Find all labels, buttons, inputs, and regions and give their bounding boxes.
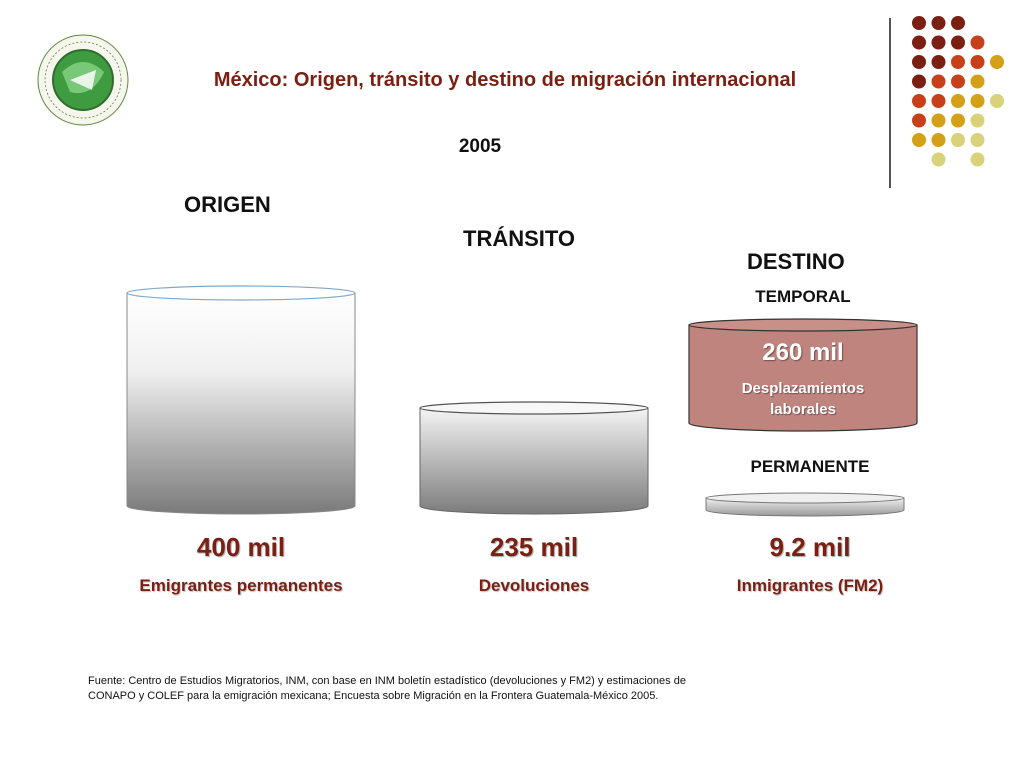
decorative-dot <box>970 94 985 108</box>
decorative-dot <box>912 133 926 147</box>
decorative-dot-grid <box>912 16 1004 167</box>
destino-value: 9.2 mil <box>769 532 851 562</box>
divider-line <box>889 18 891 188</box>
origen-cylinder <box>126 285 356 515</box>
decorative-dot <box>970 35 985 50</box>
decorative-dot <box>990 55 1004 69</box>
decorative-dot <box>931 133 946 147</box>
decorative-dot <box>970 133 985 147</box>
decorative-dot <box>931 55 946 69</box>
decorative-dot <box>951 35 965 50</box>
temporal-caption: Desplazamientos laborales <box>741 380 865 418</box>
decorative-dot <box>931 94 946 108</box>
transito-value: 235 mil <box>489 532 579 562</box>
decorative-dot <box>951 133 965 147</box>
decorative-dot <box>951 74 965 89</box>
destino-caption: Inmigrantes (FM2) <box>736 576 884 595</box>
origen-value: 400 mil <box>196 532 286 562</box>
decorative-dot <box>931 35 946 50</box>
decorative-dot <box>951 94 965 108</box>
origen-heading: ORIGEN <box>184 192 271 217</box>
decorative-dot <box>970 55 985 69</box>
origen-caption: Emigrantes permanentes <box>139 576 343 595</box>
permanente-label: PERMANENTE <box>750 457 870 476</box>
decorative-dot <box>951 55 965 69</box>
permanente-disc <box>705 492 905 517</box>
decorative-dot <box>931 152 946 167</box>
decorative-dot <box>931 113 946 128</box>
decorative-dot <box>912 55 926 69</box>
decorative-dot <box>990 94 1004 108</box>
temporal-label: TEMPORAL <box>755 287 851 306</box>
temporal-cylinder <box>688 318 918 432</box>
destino-heading: DESTINO <box>747 249 845 274</box>
decorative-dot <box>970 152 985 167</box>
transito-heading: TRÁNSITO <box>463 226 576 251</box>
year-label: 2005 <box>458 136 502 157</box>
inm-logo <box>37 34 129 126</box>
decorative-dot <box>931 16 946 30</box>
temporal-value: 260 mil <box>762 339 844 366</box>
decorative-dot <box>931 74 946 89</box>
transito-caption: Devoluciones <box>478 576 590 595</box>
decorative-dot <box>951 16 965 30</box>
decorative-dot <box>970 113 985 128</box>
decorative-dot <box>970 74 985 89</box>
decorative-dot <box>912 74 926 89</box>
decorative-dot <box>912 16 926 30</box>
transito-cylinder <box>419 401 649 515</box>
source-note: Fuente: Centro de Estudios Migratorios, … <box>88 675 686 702</box>
decorative-dot <box>912 113 926 128</box>
decorative-dot <box>912 94 926 108</box>
slide-title: México: Origen, tránsito y destino de mi… <box>213 69 797 91</box>
decorative-dot <box>951 113 965 128</box>
decorative-dot <box>912 35 926 50</box>
